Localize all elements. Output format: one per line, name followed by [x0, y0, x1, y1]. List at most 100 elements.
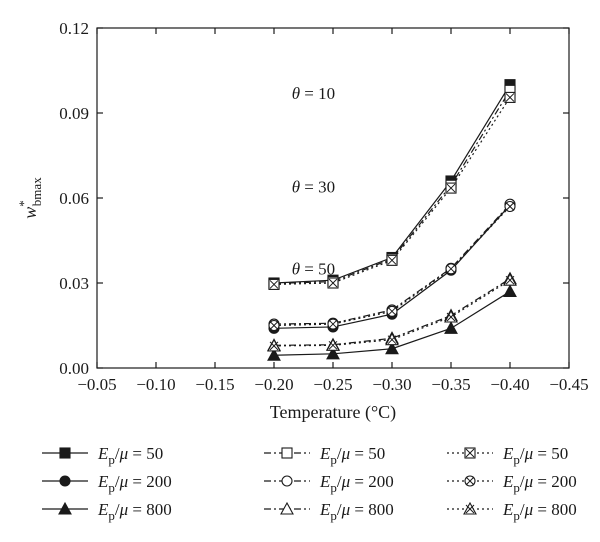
marker-cross	[505, 93, 515, 102]
legend-entry: Ep/μ = 50	[264, 444, 385, 467]
legend-marker	[281, 475, 293, 487]
legend-sub: p	[108, 452, 115, 467]
legend-label: Ep/μ = 800	[319, 500, 394, 523]
marker-triangle	[326, 346, 340, 360]
legend-sub: p	[513, 508, 520, 523]
x-tick-label: −0.35	[431, 375, 470, 394]
legend-marker	[464, 475, 476, 487]
data-point	[444, 321, 458, 334]
marker-triangle	[503, 284, 517, 298]
marker-cross	[328, 340, 338, 350]
legend-entry: Ep/μ = 200	[42, 472, 172, 495]
y-axis-title-sub: bmax	[29, 177, 44, 206]
legend-E: E	[319, 500, 331, 519]
legend-E: E	[97, 472, 109, 491]
marker-cross	[505, 202, 515, 211]
x-tick-label: −0.20	[254, 375, 293, 394]
marker-cross	[387, 255, 397, 265]
x-tick-label: −0.30	[372, 375, 411, 394]
theta-annotation: θ = 10	[292, 84, 335, 103]
legend-E: E	[97, 444, 109, 463]
data-point	[386, 305, 398, 317]
x-tick-label: −0.10	[136, 375, 175, 394]
marker-cross	[269, 341, 279, 351]
y-tick-label: 0.12	[59, 19, 89, 38]
series-line	[273, 206, 511, 327]
marker-cross	[446, 183, 456, 193]
y-tick-label: 0.03	[59, 274, 89, 293]
legend-value: = 800	[350, 500, 394, 519]
marker-circle	[281, 475, 293, 487]
legend-label: Ep/μ = 800	[502, 500, 577, 523]
theta-value: = 10	[300, 84, 335, 103]
theta-symbol: θ	[292, 177, 300, 196]
marker-cross	[328, 278, 338, 288]
legend-mu: μ	[119, 472, 129, 491]
series-line	[273, 203, 511, 325]
data-point	[385, 332, 399, 346]
legend-value: = 200	[533, 472, 577, 491]
y-axis-title-w: w	[20, 207, 40, 219]
theta-symbol: θ	[292, 84, 300, 103]
theta-value: = 30	[300, 177, 335, 196]
legend-entry: Ep/μ = 200	[447, 472, 577, 495]
x-axis-title: Temperature (°C)	[270, 402, 396, 423]
marker-triangle	[58, 501, 72, 515]
marker-triangle	[385, 341, 399, 355]
legend-sub: p	[330, 508, 337, 523]
x-tick-label: −0.40	[490, 375, 529, 394]
data-point	[504, 200, 516, 213]
data-point	[504, 91, 516, 103]
legend-mu: μ	[119, 444, 129, 463]
marker-triangle	[267, 348, 281, 361]
marker-circle	[59, 475, 71, 487]
legend-marker	[281, 447, 293, 459]
marker-cross	[465, 504, 475, 514]
legend-sub: p	[513, 480, 520, 495]
series-7	[268, 200, 516, 332]
legend-marker	[59, 475, 71, 487]
legend-slash: /	[520, 472, 525, 491]
series-6	[268, 91, 516, 290]
legend-sub: p	[513, 452, 520, 467]
data-point	[327, 277, 339, 289]
legend-marker	[464, 447, 476, 459]
legend-marker	[58, 501, 72, 515]
legend-marker	[280, 501, 294, 515]
legend-E: E	[319, 444, 331, 463]
theta-value: = 50	[300, 260, 335, 279]
legend-label: Ep/μ = 50	[319, 444, 385, 467]
legend-mu: μ	[524, 472, 534, 491]
legend-value: = 50	[350, 444, 385, 463]
legend-label: Ep/μ = 200	[502, 472, 577, 495]
y-axis-title: w*bmax	[16, 177, 44, 219]
data-point	[503, 284, 517, 298]
legend-entry: Ep/μ = 50	[42, 444, 163, 467]
legend-entry: Ep/μ = 200	[264, 472, 394, 495]
marker-cross	[387, 335, 397, 345]
y-tick-label: 0.00	[59, 359, 89, 378]
marker-cross	[465, 448, 475, 458]
legend-marker	[463, 501, 477, 515]
legend-E: E	[502, 472, 514, 491]
legend-E: E	[502, 500, 514, 519]
legend-mu: μ	[341, 472, 351, 491]
y-tick-label: 0.09	[59, 104, 89, 123]
y-axis-title-star: *	[16, 200, 31, 207]
x-tick-label: −0.05	[77, 375, 116, 394]
marker-cross	[446, 264, 456, 274]
legend-entry: Ep/μ = 50	[447, 444, 568, 467]
data-point	[327, 318, 339, 330]
data-point	[268, 319, 280, 332]
marker-cross	[505, 275, 515, 285]
data-point	[268, 278, 280, 290]
marker-square	[281, 447, 293, 459]
legend-value: = 50	[128, 444, 163, 463]
legend-E: E	[97, 500, 109, 519]
data-point	[326, 338, 340, 351]
x-tick-label: −0.15	[195, 375, 234, 394]
theta-annotation: θ = 30	[292, 177, 335, 196]
legend-E: E	[502, 444, 514, 463]
marker-square	[59, 447, 71, 459]
